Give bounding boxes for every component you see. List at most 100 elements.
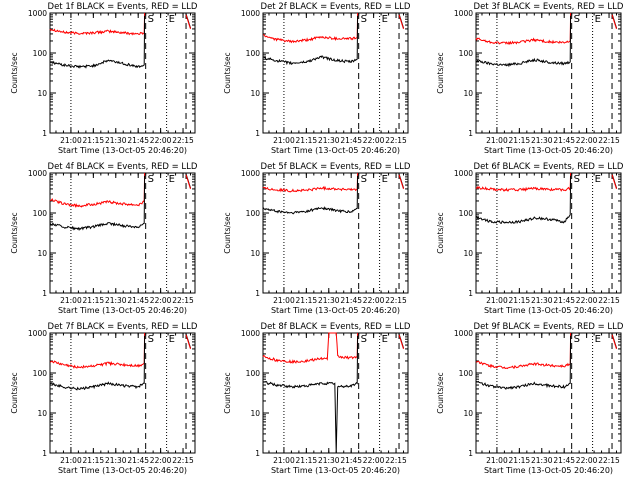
series-events-line xyxy=(262,175,359,215)
y-tick-label: 100 xyxy=(459,369,474,378)
series-lld-post xyxy=(398,334,404,350)
x-tick-label: 22:15 xyxy=(598,136,620,145)
marker-label-s: S xyxy=(361,174,367,185)
x-tick-label: 21:30 xyxy=(531,296,553,305)
x-tick-label: 21:15 xyxy=(509,136,531,145)
x-tick-label: 22:15 xyxy=(385,456,407,465)
marker-label-e: E xyxy=(382,174,388,185)
panel-det-3: Det 3f BLACK = Events, RED = LLD Counts/s… xyxy=(436,2,624,155)
y-axis-label: Counts/sec xyxy=(10,372,19,413)
plot-frame xyxy=(262,12,409,134)
panel-title: Det 4f BLACK = Events, RED = LLD xyxy=(48,162,198,172)
panel-title: Det 8f BLACK = Events, RED = LLD xyxy=(261,322,411,332)
marker-label-s: S xyxy=(574,14,580,25)
y-tick-label: 1 xyxy=(468,289,473,298)
panel-det-5: Det 5f BLACK = Events, RED = LLD Counts/s… xyxy=(223,162,411,315)
panel-title: Det 2f BLACK = Events, RED = LLD xyxy=(261,2,411,12)
y-tick-label: 10 xyxy=(250,89,260,98)
series-lld-post xyxy=(185,334,191,350)
x-tick-label: 21:00 xyxy=(60,136,82,145)
x-axis-label: Start Time (13-Oct-05 20:46:20) xyxy=(58,466,187,475)
x-axis-label: Start Time (13-Oct-05 20:46:20) xyxy=(484,306,613,315)
y-tick-label: 1 xyxy=(468,449,473,458)
series-lld-line xyxy=(262,12,359,44)
series-lld-post xyxy=(611,334,617,350)
series-events-line xyxy=(262,335,359,454)
x-tick-label: 21:45 xyxy=(553,296,575,305)
plot-frame xyxy=(475,172,622,294)
marker-label-s: S xyxy=(148,334,154,345)
marker-label-s: S xyxy=(148,14,154,25)
series-lld-line xyxy=(49,12,146,36)
panel-det-1: Det 1f BLACK = Events, RED = LLD Counts/s… xyxy=(10,2,198,155)
x-tick-label: 21:30 xyxy=(318,456,340,465)
x-tick-label: 21:15 xyxy=(83,136,105,145)
x-tick-label: 22:15 xyxy=(598,296,620,305)
panel-title: Det 6f BLACK = Events, RED = LLD xyxy=(474,162,624,172)
x-tick-label: 21:45 xyxy=(127,136,149,145)
y-axis-label: Counts/sec xyxy=(223,212,232,253)
y-axis-label: Counts/sec xyxy=(436,52,445,93)
x-tick-label: 21:30 xyxy=(531,456,553,465)
x-tick-label: 22:00 xyxy=(150,296,172,305)
plot-frame xyxy=(49,12,196,134)
x-axis-label: Start Time (13-Oct-05 20:46:20) xyxy=(484,466,613,475)
y-tick-label: 10 xyxy=(37,89,47,98)
y-tick-label: 10 xyxy=(463,409,473,418)
x-tick-label: 22:15 xyxy=(385,296,407,305)
marker-label-e: E xyxy=(595,334,601,345)
y-tick-label: 1 xyxy=(42,449,47,458)
marker-label-e: E xyxy=(169,334,175,345)
series-lld-line xyxy=(262,332,359,364)
x-tick-label: 21:00 xyxy=(273,296,295,305)
y-tick-label: 1000 xyxy=(241,329,260,338)
x-tick-label: 21:45 xyxy=(127,296,149,305)
y-axis-label: Counts/sec xyxy=(223,52,232,93)
y-tick-label: 10 xyxy=(250,249,260,258)
panel-det-2: Det 2f BLACK = Events, RED = LLD Counts/s… xyxy=(223,2,411,155)
y-tick-label: 1 xyxy=(468,129,473,138)
x-tick-label: 21:45 xyxy=(340,456,362,465)
y-tick-label: 10 xyxy=(37,409,47,418)
marker-label-e: E xyxy=(382,334,388,345)
marker-label-s: S xyxy=(574,334,580,345)
series-lld-post xyxy=(398,14,404,30)
y-tick-label: 100 xyxy=(246,49,261,58)
panel-det-4: Det 4f BLACK = Events, RED = LLD Counts/s… xyxy=(10,162,198,315)
series-lld-post xyxy=(398,174,404,190)
y-tick-label: 1000 xyxy=(28,329,47,338)
x-tick-label: 21:30 xyxy=(105,296,127,305)
y-tick-label: 10 xyxy=(37,249,47,258)
x-tick-label: 22:00 xyxy=(363,456,385,465)
series-events-line xyxy=(475,175,572,224)
panel-det-7: Det 7f BLACK = Events, RED = LLD Counts/s… xyxy=(10,322,198,475)
y-tick-label: 1 xyxy=(42,289,47,298)
y-tick-label: 100 xyxy=(246,369,261,378)
series-lld-line xyxy=(262,172,359,193)
x-tick-label: 21:00 xyxy=(486,136,508,145)
x-tick-label: 22:15 xyxy=(172,136,194,145)
marker-label-s: S xyxy=(361,14,367,25)
y-tick-label: 100 xyxy=(33,49,48,58)
x-tick-label: 21:00 xyxy=(486,456,508,465)
y-tick-label: 1 xyxy=(42,129,47,138)
x-tick-label: 21:15 xyxy=(509,456,531,465)
series-lld-line xyxy=(49,172,146,209)
y-tick-label: 100 xyxy=(459,209,474,218)
series-events-line xyxy=(262,15,359,66)
y-tick-label: 1 xyxy=(255,289,260,298)
y-tick-label: 100 xyxy=(33,369,48,378)
y-axis-label: Counts/sec xyxy=(223,372,232,413)
y-tick-label: 1000 xyxy=(28,169,47,178)
x-tick-label: 21:15 xyxy=(83,296,105,305)
x-tick-label: 22:00 xyxy=(363,296,385,305)
x-tick-label: 21:45 xyxy=(340,296,362,305)
series-events-line xyxy=(49,15,146,69)
panel-title: Det 1f BLACK = Events, RED = LLD xyxy=(48,2,198,12)
x-axis-label: Start Time (13-Oct-05 20:46:20) xyxy=(271,146,400,155)
series-lld-post xyxy=(611,174,617,190)
x-axis-label: Start Time (13-Oct-05 20:46:20) xyxy=(58,146,187,155)
y-tick-label: 1000 xyxy=(241,169,260,178)
x-tick-label: 21:30 xyxy=(105,136,127,145)
